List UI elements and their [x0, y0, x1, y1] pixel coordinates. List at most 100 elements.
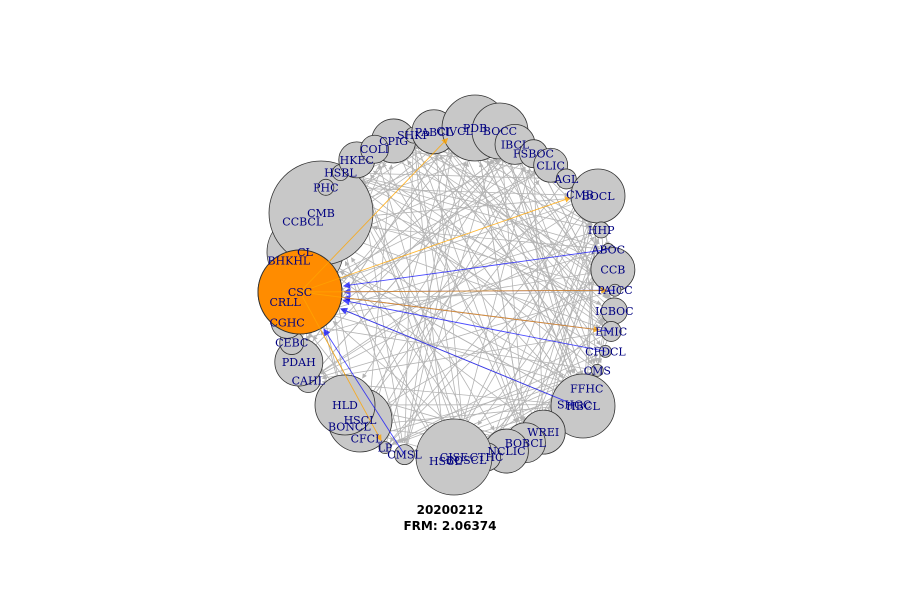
node-label: CEBC [275, 337, 308, 350]
gray-edge [336, 275, 544, 433]
gray-edge [525, 223, 591, 443]
node-label: BOBCL [505, 437, 547, 450]
date-caption: 20200212 [416, 503, 484, 517]
gray-edge [319, 194, 581, 373]
gray-edge [347, 178, 598, 371]
gray-edge [404, 159, 493, 455]
node-label: HSCL [429, 455, 463, 468]
gray-edge [340, 172, 602, 305]
node-label: PDB [463, 122, 487, 135]
gray-edge [384, 236, 595, 448]
gray-edge [404, 161, 470, 455]
node-label: CFCL [351, 432, 383, 445]
gray-edge [339, 271, 584, 407]
blue-edge [340, 307, 575, 406]
gray-edge [393, 140, 518, 424]
gray-edge [393, 140, 564, 379]
orange-edge [299, 291, 600, 333]
orange-edge [299, 137, 449, 293]
gray-edge [369, 174, 584, 407]
node-label: BOCL [581, 190, 615, 203]
gray-edge [366, 167, 526, 439]
gray-edge [451, 195, 599, 451]
node-label: IBCL [501, 138, 530, 151]
node-label: CRLL [269, 296, 301, 309]
gray-edge [349, 173, 602, 231]
gray-edge [298, 159, 500, 363]
gray-edge [304, 323, 598, 371]
gray-edge [548, 229, 602, 410]
node-label: EMIC [595, 325, 627, 338]
nodes [257, 94, 636, 496]
node-label: FSBOC [513, 148, 554, 161]
node-label: COLI [360, 143, 389, 156]
gray-edge [360, 404, 575, 428]
gray-edge [474, 127, 572, 375]
gray-edge [384, 354, 599, 449]
node-label: CLIC [536, 159, 564, 172]
node-agl [555, 168, 577, 190]
gray-edge [531, 169, 544, 433]
node-label: BOCC [483, 125, 517, 138]
gray-edge [372, 170, 612, 332]
node-label: ABOC [590, 243, 625, 256]
gray-edge [393, 140, 603, 324]
node-hhp [592, 221, 610, 239]
node-label: HLD [332, 399, 358, 412]
node-label: NCLIC [487, 445, 525, 458]
gray-edge [453, 168, 531, 458]
node-lp [378, 441, 392, 455]
gray-edge [349, 175, 614, 270]
gray-edge [388, 156, 614, 270]
gray-edge [477, 249, 609, 426]
node-label: CMB [307, 207, 335, 220]
node-label: HHP [588, 224, 615, 237]
blue-edge [342, 298, 606, 352]
gray-edge [366, 371, 591, 439]
node-label: CMB [566, 188, 594, 201]
node-label: CMS [584, 364, 611, 377]
gray-edge [384, 372, 591, 449]
node-hbcl [550, 373, 616, 439]
node-label: CAHL [292, 374, 326, 387]
frm-caption: FRM: 2.06374 [403, 519, 497, 533]
node-label: CCB [600, 264, 625, 277]
highlight-edges [299, 137, 615, 455]
gray-edge [434, 155, 467, 461]
orange-edge [299, 196, 572, 293]
gray-edge [308, 291, 608, 381]
node-label: HBCL [566, 400, 600, 413]
gray-edge [402, 135, 414, 444]
node-label: HSBL [324, 167, 357, 180]
node-label: LP [378, 442, 393, 455]
gray-edge [299, 173, 535, 293]
gray-edge [499, 130, 584, 376]
orange-edge [299, 291, 382, 442]
gray-edge [304, 249, 609, 340]
gray-edge [506, 222, 590, 452]
node-label: SHKP [397, 129, 430, 142]
node-label: BHKHL [267, 255, 310, 268]
node-phc [317, 178, 335, 196]
gray-edge [499, 130, 575, 374]
node-label: CFDCL [585, 345, 626, 358]
gray-edge [384, 161, 467, 448]
node-label: PAICC [597, 284, 633, 297]
node-label: FFHC [570, 382, 603, 395]
node-label: PDAH [282, 356, 316, 369]
node-label: ICBOC [595, 305, 633, 318]
node-label: HSCL [344, 414, 378, 427]
node-label: CPIG [379, 135, 408, 148]
node-label: CIVCL [436, 125, 473, 138]
gray-edge [319, 195, 599, 374]
node-labels: CPIGSHKPPABCLCIVCLPDBBOCCIBCLFSBOCCLICAG… [267, 122, 633, 468]
blue-edge [342, 248, 609, 289]
node-cjse [415, 418, 493, 496]
gray-edge [393, 140, 593, 227]
gray-edge [334, 190, 615, 312]
node-label: CCBCL [282, 216, 324, 229]
gray-edge [525, 238, 599, 443]
node-coli [360, 134, 389, 164]
node-label: WREI [527, 426, 559, 439]
gray-edge [298, 289, 615, 304]
